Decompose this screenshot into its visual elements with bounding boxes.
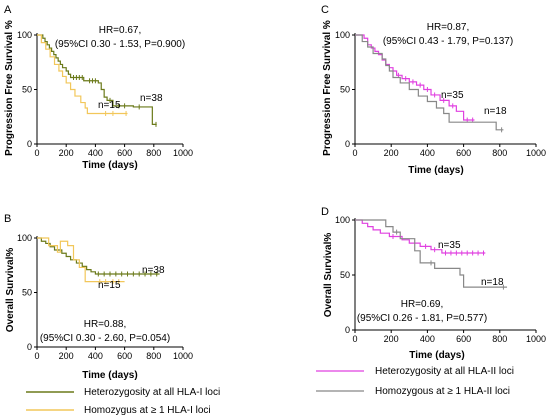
panel-c-x-tick-label: 1000: [526, 148, 546, 158]
panel-c-x-tick-label: 400: [420, 148, 435, 158]
panel-b-ci: (95%CI 0.30 - 2.60, P=0.054): [40, 333, 170, 344]
panel-c-x-tick-label: 200: [384, 148, 399, 158]
panel-a-x-tick-label: 200: [59, 148, 74, 158]
panel-b-y-tick-label: 100: [17, 233, 32, 243]
panel-b-ylabel: Overall Survival%: [5, 248, 16, 333]
panel-c-hr: HR=0.87,: [427, 22, 470, 33]
panel-c-ci: (95%CI 0.43 - 1.79, P=0.137): [383, 36, 513, 47]
panel-b-x-tick-label: 1000: [173, 351, 193, 361]
panel-d-series-1-n-label: n=35: [438, 240, 461, 251]
panel-a-series-2-n-label: n=15: [98, 100, 121, 111]
panel-b-xlabel: Time (days): [82, 370, 137, 381]
legend-left-label-1: Heterozygosity at all HLA-I loci: [84, 387, 220, 398]
panel-c: C Progression Free Survival % Time (days…: [321, 4, 546, 176]
panel-b-y-tick-label: 0: [27, 342, 32, 352]
panel-a-y-tick-label: 100: [17, 30, 32, 40]
panel-c-series-2-n-label: n=18: [484, 106, 507, 117]
panel-c-letter: C: [321, 4, 329, 16]
panel-a: A Progression Free Survival % Time (days…: [4, 4, 193, 171]
legend-right: Heterozygosity at all HLA-II loci Homozy…: [316, 366, 514, 397]
panel-a-series-2-line: [37, 34, 128, 115]
panel-d-x-tick-label: 1000: [526, 334, 546, 344]
panel-a-x-tick-label: 0: [34, 148, 39, 158]
panel-c-series-2-line: [355, 34, 504, 131]
panel-a-xlabel: Time (days): [82, 160, 137, 171]
panel-c-y-tick-label: 100: [335, 30, 350, 40]
panel-a-x-tick-label: 400: [88, 148, 103, 158]
panel-b-series-2-n-label: n=15: [98, 280, 121, 291]
panel-b-plot: 0 200 400 600 800 1000 0 50 100 n=38 n=15: [17, 233, 193, 361]
panel-a-x-tick-label: 600: [117, 148, 132, 158]
legend-left: Heterozygosity at all HLA-I loci Homozyg…: [26, 387, 220, 416]
panel-c-series-1-n-label: n=35: [441, 90, 464, 101]
panel-d-x-tick-label: 800: [492, 334, 507, 344]
panel-b-letter: B: [4, 213, 11, 225]
panel-b-y-tick-label: 50: [22, 288, 32, 298]
panel-d-series-2-line: [355, 219, 508, 288]
panel-b-hr: HR=0.88,: [84, 319, 127, 330]
panel-a-hr: HR=0.67,: [99, 25, 142, 36]
panel-b-series-1-n-label: n=38: [142, 265, 165, 276]
panel-b-x-tick-label: 800: [146, 351, 161, 361]
panel-a-ylabel: Progression Free Survival %: [4, 20, 15, 156]
panel-c-x-tick-label: 0: [352, 148, 357, 158]
panel-d-letter: D: [321, 206, 329, 218]
panel-b-x-tick-label: 600: [117, 351, 132, 361]
panel-d-x-tick-label: 0: [352, 334, 357, 344]
panel-d-x-tick-label: 600: [456, 334, 471, 344]
panel-d-y-tick-label: 0: [345, 325, 350, 335]
panel-c-y-tick-label: 0: [345, 139, 350, 149]
panel-d-ci: (95%CI 0.26 - 1.81, P=0.577): [357, 313, 487, 324]
legend-left-label-2: Homozygus at ≥ 1 HLA-I loci: [84, 405, 211, 416]
panel-d-series-2-n-label: n=18: [481, 277, 504, 288]
panel-a-x-tick-label: 1000: [173, 148, 193, 158]
panel-b-x-tick-label: 0: [34, 351, 39, 361]
panel-d: D Overall Survival% Time (days) HR=0.69,…: [321, 206, 546, 361]
panel-d-y-tick-label: 100: [335, 215, 350, 225]
legend-right-label-1: Heterozygosity at all HLA-II loci: [375, 366, 514, 377]
panel-b-x-tick-label: 400: [88, 351, 103, 361]
panel-a-series-1-line: [37, 34, 157, 125]
panel-a-y-tick-label: 50: [22, 85, 32, 95]
panel-c-x-tick-label: 600: [456, 148, 471, 158]
panel-c-plot: 0 200 400 600 800 1000 0 50 100 n=35 n=18: [335, 30, 546, 158]
panel-d-series-1-line: [355, 219, 486, 254]
panel-c-y-tick-label: 50: [340, 85, 350, 95]
panel-d-x-tick-label: 400: [420, 334, 435, 344]
panel-c-ylabel: Progression Free Survival %: [322, 20, 333, 156]
panel-c-xlabel: Time (days): [408, 165, 463, 176]
panel-d-y-tick-label: 50: [340, 270, 350, 280]
legend-right-label-2: Homozygous at ≥ 1 HLA-II loci: [375, 386, 510, 397]
panel-a-ci: (95%CI 0.30 - 1.53, P=0.900): [55, 39, 185, 50]
panel-b-series-1-line: [37, 237, 160, 275]
panel-a-series-1-n-label: n=38: [140, 93, 163, 104]
panel-d-x-tick-label: 200: [384, 334, 399, 344]
panel-a-plot: 0 200 400 600 800 1000 0 50 100 n=38 n=15: [17, 30, 193, 158]
panel-a-letter: A: [4, 4, 12, 16]
panel-d-plot: 0 200 400 600 800 1000 0 50 100 n=35 n=18: [335, 215, 546, 344]
panel-a-y-tick-label: 0: [27, 139, 32, 149]
panel-b-x-tick-label: 200: [59, 351, 74, 361]
panel-b-series-2-line: [37, 237, 125, 283]
panel-a-x-tick-label: 800: [146, 148, 161, 158]
panel-b: B Overall Survival% Time (days) HR=0.88,…: [4, 213, 193, 381]
panel-d-ylabel: Overall Survival%: [323, 233, 334, 318]
panel-d-xlabel: Time (days): [409, 350, 464, 361]
panel-d-hr: HR=0.69,: [401, 299, 444, 310]
panel-c-x-tick-label: 800: [492, 148, 507, 158]
